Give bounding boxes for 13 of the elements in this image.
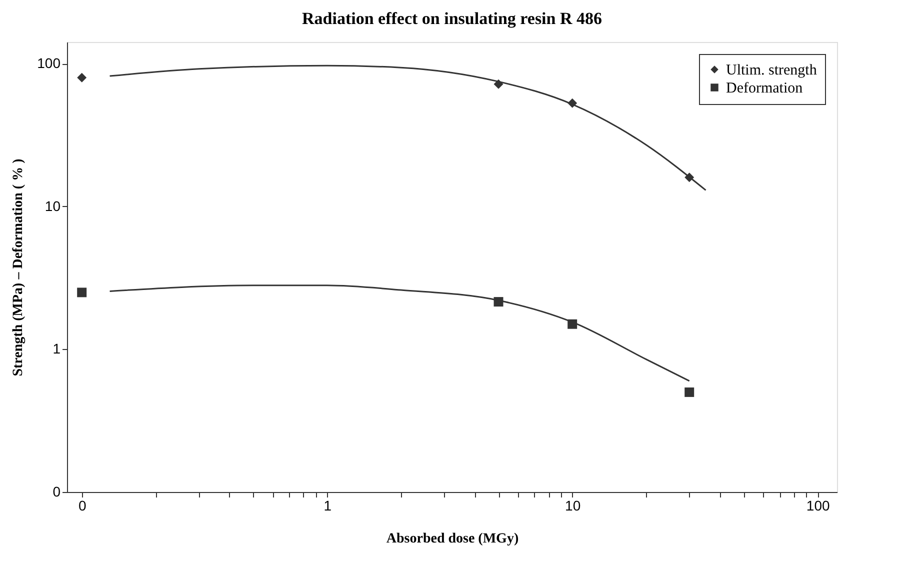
legend-label: Deformation [726, 80, 804, 96]
x-axis-title: Absorbed dose (MGy) [386, 532, 519, 546]
y-axis-title: Strength (MPa) – Deformation ( % ) [11, 158, 26, 376]
y-tick-label: 1 [52, 340, 61, 357]
y-tick-label: 100 [37, 55, 61, 72]
y-tick-label: 0 [52, 484, 61, 500]
x-tick-label: 0 [78, 498, 86, 514]
x-tick-label: 1 [324, 498, 332, 514]
x-tick-label: 100 [806, 498, 830, 514]
x-tick-label: 10 [565, 498, 581, 514]
y-tick-label: 10 [44, 198, 61, 214]
chart-title: Radiation effect on insulating resin R 486 [302, 9, 602, 28]
legend-label: Ultim. strength [726, 62, 818, 78]
